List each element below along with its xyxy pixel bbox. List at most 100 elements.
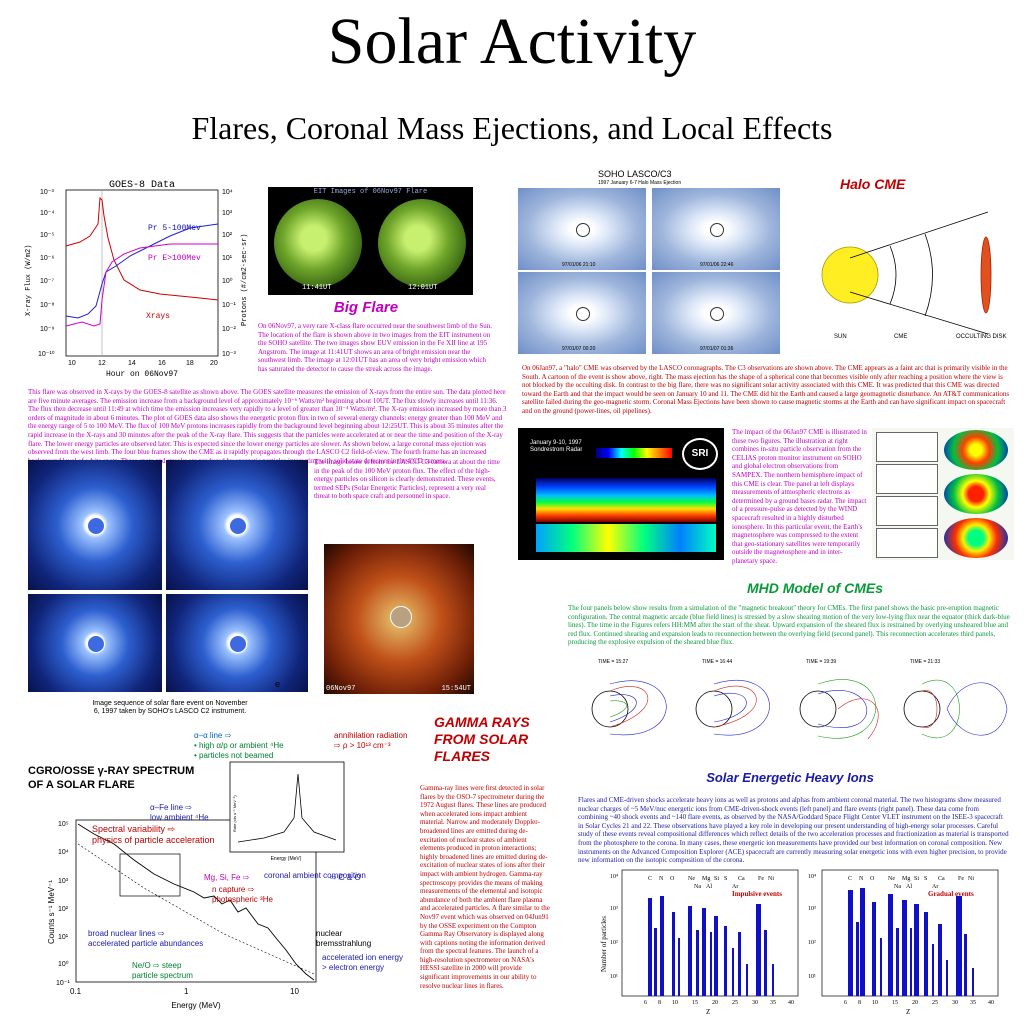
halo-stamp: 97/01/06 22:46 <box>700 262 734 268</box>
seh-x-tick: 20 <box>712 1000 718 1006</box>
halo-diagram-cme: CME <box>894 334 907 340</box>
seh-y-tick: 10¹ <box>808 974 816 980</box>
lasco-c3-disk <box>390 606 412 628</box>
goes-left-tick: 10⁻⁴ <box>40 210 55 217</box>
goes-chart-title: GOES-8 Data <box>109 180 175 191</box>
lasco-c3-image: 06Nov97 15:54UT <box>324 544 474 694</box>
halo-frame-3 <box>518 272 646 354</box>
gamma-ann-n-1: n capture ⇨ <box>212 885 255 894</box>
gamma-ann-alpha-2: • high α/p or ambient ⁴He <box>194 741 284 750</box>
seh-element: C <box>648 876 652 882</box>
seh-element: O <box>670 876 675 882</box>
gamma-ann-alpha-1: α–α line ⇨ <box>194 731 232 740</box>
lasco-c3-caption: The image below is from the LASCO C3 cam… <box>314 458 500 501</box>
halo-cme-heading: Halo CME <box>840 176 906 192</box>
goes-left-tick: 10⁻¹⁰ <box>38 350 55 358</box>
gamma-caption: Gamma-ray lines were first detected in s… <box>420 784 550 990</box>
halo-header: SOHO LASCO/C3 <box>598 169 672 179</box>
radar-plot-2 <box>536 524 716 552</box>
sampex-globe-1 <box>944 430 1008 470</box>
celias-plot-2 <box>876 464 938 494</box>
seh-x-tick: 8 <box>858 1000 861 1006</box>
seh-x-tick: 10 <box>872 1000 878 1006</box>
seh-element: O <box>870 876 875 882</box>
gamma-ann-brem-4: > electron energy <box>322 963 384 972</box>
gamma-spectrum-title-1: CGRO/OSSE γ-RAY SPECTRUM <box>28 765 194 777</box>
seh-y-tick: 10¹ <box>610 974 618 980</box>
gamma-y-tick: 10¹ <box>58 934 69 941</box>
goes-left-tick: 10⁻⁷ <box>40 278 54 285</box>
gamma-x-tick: 0.1 <box>70 987 82 996</box>
gamma-xlabel: Energy (MeV) <box>171 1001 221 1010</box>
mhd-panel-2: TIME = 16:44 <box>695 659 770 736</box>
seh-right-elements: C N O Ne Mg Si S Ca Fe Ni Na Al Ar <box>848 876 974 890</box>
seh-xlabel: Z <box>706 1008 710 1016</box>
gamma-ann-fe-2: low ambient ⁴He <box>150 813 209 822</box>
gamma-ann-annih-2: ⇨ ρ > 10¹³ cm⁻³ <box>334 741 391 750</box>
goes-x-tick: 14 <box>128 360 136 367</box>
gamma-ann-brem-1: nuclear <box>316 929 343 938</box>
gamma-ann-spec-1: Spectral variability ⇨ <box>92 824 176 834</box>
gamma-y-tick: 10³ <box>58 878 69 885</box>
goes-label-p100: Pr E>100Mev <box>148 254 201 263</box>
goes-caption: This flare was observed in X-rays by the… <box>28 388 507 465</box>
seh-element: Ca <box>938 876 945 882</box>
seh-y-tick: 10² <box>610 940 618 946</box>
seh-histograms: Number of particles C N O Ne Mg Si S Ca … <box>600 869 999 1016</box>
sampex-globe-2 <box>944 474 1008 514</box>
radar-plot <box>536 478 716 522</box>
goes-x-tick: 10 <box>68 360 76 367</box>
gamma-ann-brem-2: bremsstrahlung <box>316 939 371 948</box>
gamma-spectrum-title-2: OF A SOLAR FLARE <box>28 779 135 791</box>
seh-x-tick: 25 <box>932 1000 938 1006</box>
eit-images: EIT Images of 06Nov97 Flare 11:41UT 12:0… <box>268 187 473 295</box>
goes-left-tick: 10⁻⁹ <box>40 326 54 333</box>
mhd-panel-4: TIME = 21:33 <box>903 659 1008 738</box>
goes-left-tick: 10⁻⁵ <box>40 232 54 239</box>
page-title: Solar Activity <box>327 5 697 78</box>
seh-x-tick: 40 <box>988 1000 994 1006</box>
mhd-panel-1: TIME = 15:27 <box>591 659 667 736</box>
goes-left-tick: 10⁻⁶ <box>40 255 54 262</box>
page-subtitle: Flares, Coronal Mass Ejections, and Loca… <box>191 110 833 146</box>
seh-x-tick: 35 <box>770 1000 776 1006</box>
celias-plot-1 <box>876 432 938 462</box>
gamma-y-tick: 10⁵ <box>58 821 69 828</box>
goes-label-p5: Pr 5-100Mev <box>148 224 201 233</box>
seh-y-tick: 10⁴ <box>610 874 618 880</box>
seh-element: N <box>859 876 864 882</box>
seh-element: Si <box>914 876 919 882</box>
seh-ylabel: Number of particles <box>600 916 608 972</box>
halo-stamp: 97/01/07 01:36 <box>700 346 734 352</box>
gamma-ann-brem-3: accelerated ion energy <box>322 953 403 962</box>
halo-cme-diagram: SUN CME OCCULTING DISK <box>821 211 1007 340</box>
goes-x-tick: 12 <box>98 360 106 367</box>
seh-element: Ni <box>968 876 974 882</box>
gamma-ann-broad-2: accelerated particle abundances <box>88 939 203 948</box>
seh-x-tick: 8 <box>658 1000 661 1006</box>
goes-right-tick: 10⁰ <box>222 277 233 285</box>
seh-y-tick: 10² <box>808 940 816 946</box>
goes-chart: GOES-8 Data 10⁻³ 10⁻⁴ 10⁻⁵ 10⁻⁶ 10⁻⁷ 10⁻… <box>25 180 249 379</box>
gamma-ann-broad-1: broad nuclear lines ⇨ <box>88 929 165 938</box>
seh-element: Ne <box>688 876 695 882</box>
gamma-ann-annih-1: annihilation radiation <box>334 731 407 740</box>
goes-right-tick: 10⁴ <box>222 189 233 196</box>
seh-element: Al <box>906 884 912 890</box>
seh-x-tick: 15 <box>892 1000 898 1006</box>
seh-element: Na <box>894 884 901 890</box>
gamma-spectrum: CGRO/OSSE γ-RAY SPECTRUM OF A SOLAR FLAR… <box>28 731 407 1010</box>
goes-right-tick: 10³ <box>222 210 233 217</box>
radar-figure: January 9-10, 1997 Sondrestrom Radar SRI <box>518 428 724 560</box>
seh-element: Al <box>706 884 712 890</box>
gamma-ann-alpha-3: • particles not beamed <box>194 751 273 760</box>
seh-xlabel: Z <box>906 1008 910 1016</box>
eit-sun-left <box>274 199 362 287</box>
goes-left-tick: 10⁻⁸ <box>40 302 54 309</box>
gamma-ann-mg-3: ⇨ C & O <box>330 873 361 882</box>
gamma-ann-n-2: photospheric ³He <box>212 895 273 904</box>
halo-frame-1 <box>518 188 646 270</box>
mhd-caption: The four panels below show results from … <box>568 604 1010 647</box>
seh-heading: Solar Energetic Heavy Ions <box>706 770 874 785</box>
goes-right-tick: 10⁻³ <box>222 351 236 358</box>
